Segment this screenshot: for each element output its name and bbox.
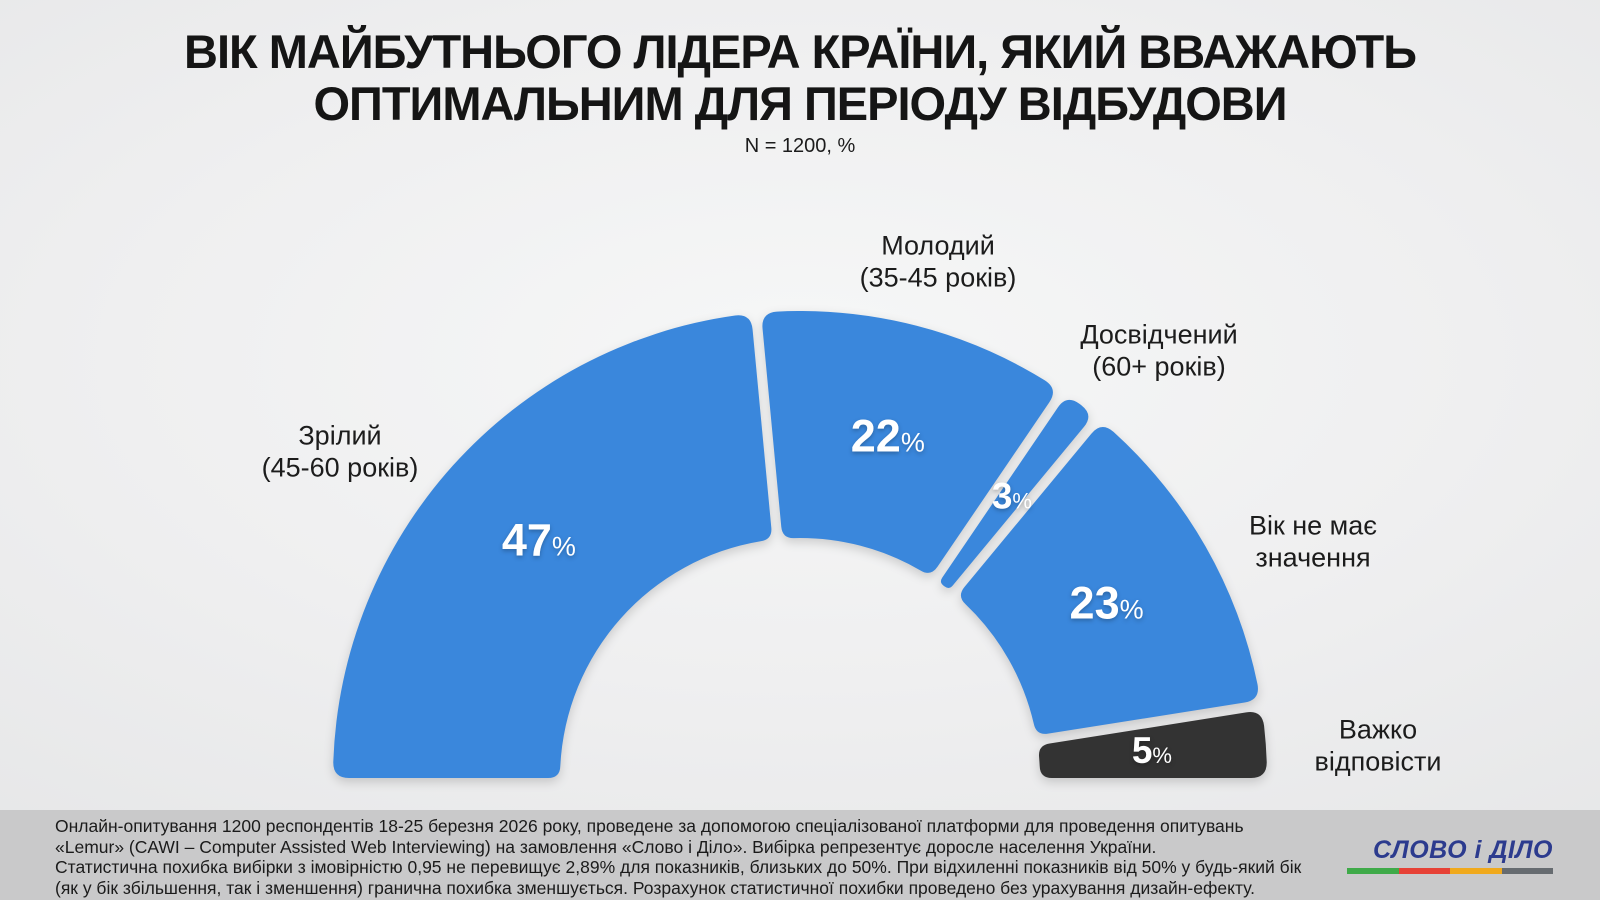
logo-underline-segment <box>1347 868 1399 874</box>
segment-value-label: 5% <box>1132 730 1172 771</box>
methodology-line: «Lemur» (CAWI – Computer Assisted Web In… <box>55 836 1157 857</box>
segment-label-hard-to-answer: Важко відповісти <box>1281 714 1476 779</box>
segment-label-subtext: (60+ років) <box>1092 352 1226 382</box>
segment-value-label: 3% <box>992 475 1032 516</box>
slovo-i-dilo-logo: СЛОВО і ДІЛО <box>1347 836 1553 874</box>
methodology-line: (як у бік збільшення, так і зменшення) г… <box>55 877 1256 898</box>
segment-label-text: Досвідчений <box>1080 319 1238 350</box>
page-title-line-2: ОПТИМАЛЬНИМ ДЛЯ ПЕРІОДУ ВІДБУДОВИ <box>313 76 1287 130</box>
logo-underline-segment <box>1501 868 1553 874</box>
chart-segment <box>1038 712 1267 778</box>
chart-segment <box>762 311 1053 573</box>
segment-label-text: Зрілий <box>298 420 382 451</box>
segment-label-mature: Зрілий (45-60 років) <box>190 420 490 485</box>
logo-underline-segment <box>1398 868 1450 874</box>
segment-label-text: Важко відповісти <box>1314 714 1442 777</box>
segment-label-young: Молодий (35-45 років) <box>778 230 1098 295</box>
sample-size-note: N = 1200, % <box>744 135 856 157</box>
logo-text: СЛОВО і ДІЛО <box>1372 836 1553 864</box>
segment-label-text: Вік не має значення <box>1248 510 1378 573</box>
segment-value-label: 22% <box>851 410 925 461</box>
chart-segment <box>940 399 1089 588</box>
segment-label-experienced: Досвідчений (60+ років) <box>999 319 1319 384</box>
segment-label-subtext: (35-45 років) <box>859 263 1017 293</box>
footer-band: Онлайн-опитування 1200 респондентів 18-2… <box>0 810 1600 900</box>
methodology-line: Онлайн-опитування 1200 респондентів 18-2… <box>55 816 1244 836</box>
segment-value-label: 47% <box>502 515 576 566</box>
logo-underline <box>1347 868 1553 874</box>
segment-value-label: 23% <box>1070 577 1144 628</box>
page-title: ВІК МАЙБУТНЬОГО ЛІДЕРА КРАЇНИ, ЯКИЙ ВВАЖ… <box>0 26 1600 129</box>
methodology-note: Онлайн-опитування 1200 респондентів 18-2… <box>55 816 1301 898</box>
logo-underline-segment <box>1450 868 1502 874</box>
segment-label-text: Молодий <box>881 230 995 261</box>
page-title-line-1: ВІК МАЙБУТНЬОГО ЛІДЕРА КРАЇНИ, ЯКИЙ ВВАЖ… <box>184 25 1417 78</box>
chart-segment <box>333 315 772 778</box>
segment-label-subtext: (45-60 років) <box>261 453 419 483</box>
chart-segment <box>960 427 1258 734</box>
segment-label-age-no-matter: Вік не має значення <box>1206 510 1421 575</box>
methodology-line: Статистична похибка вибірки з імовірніст… <box>55 857 1302 877</box>
